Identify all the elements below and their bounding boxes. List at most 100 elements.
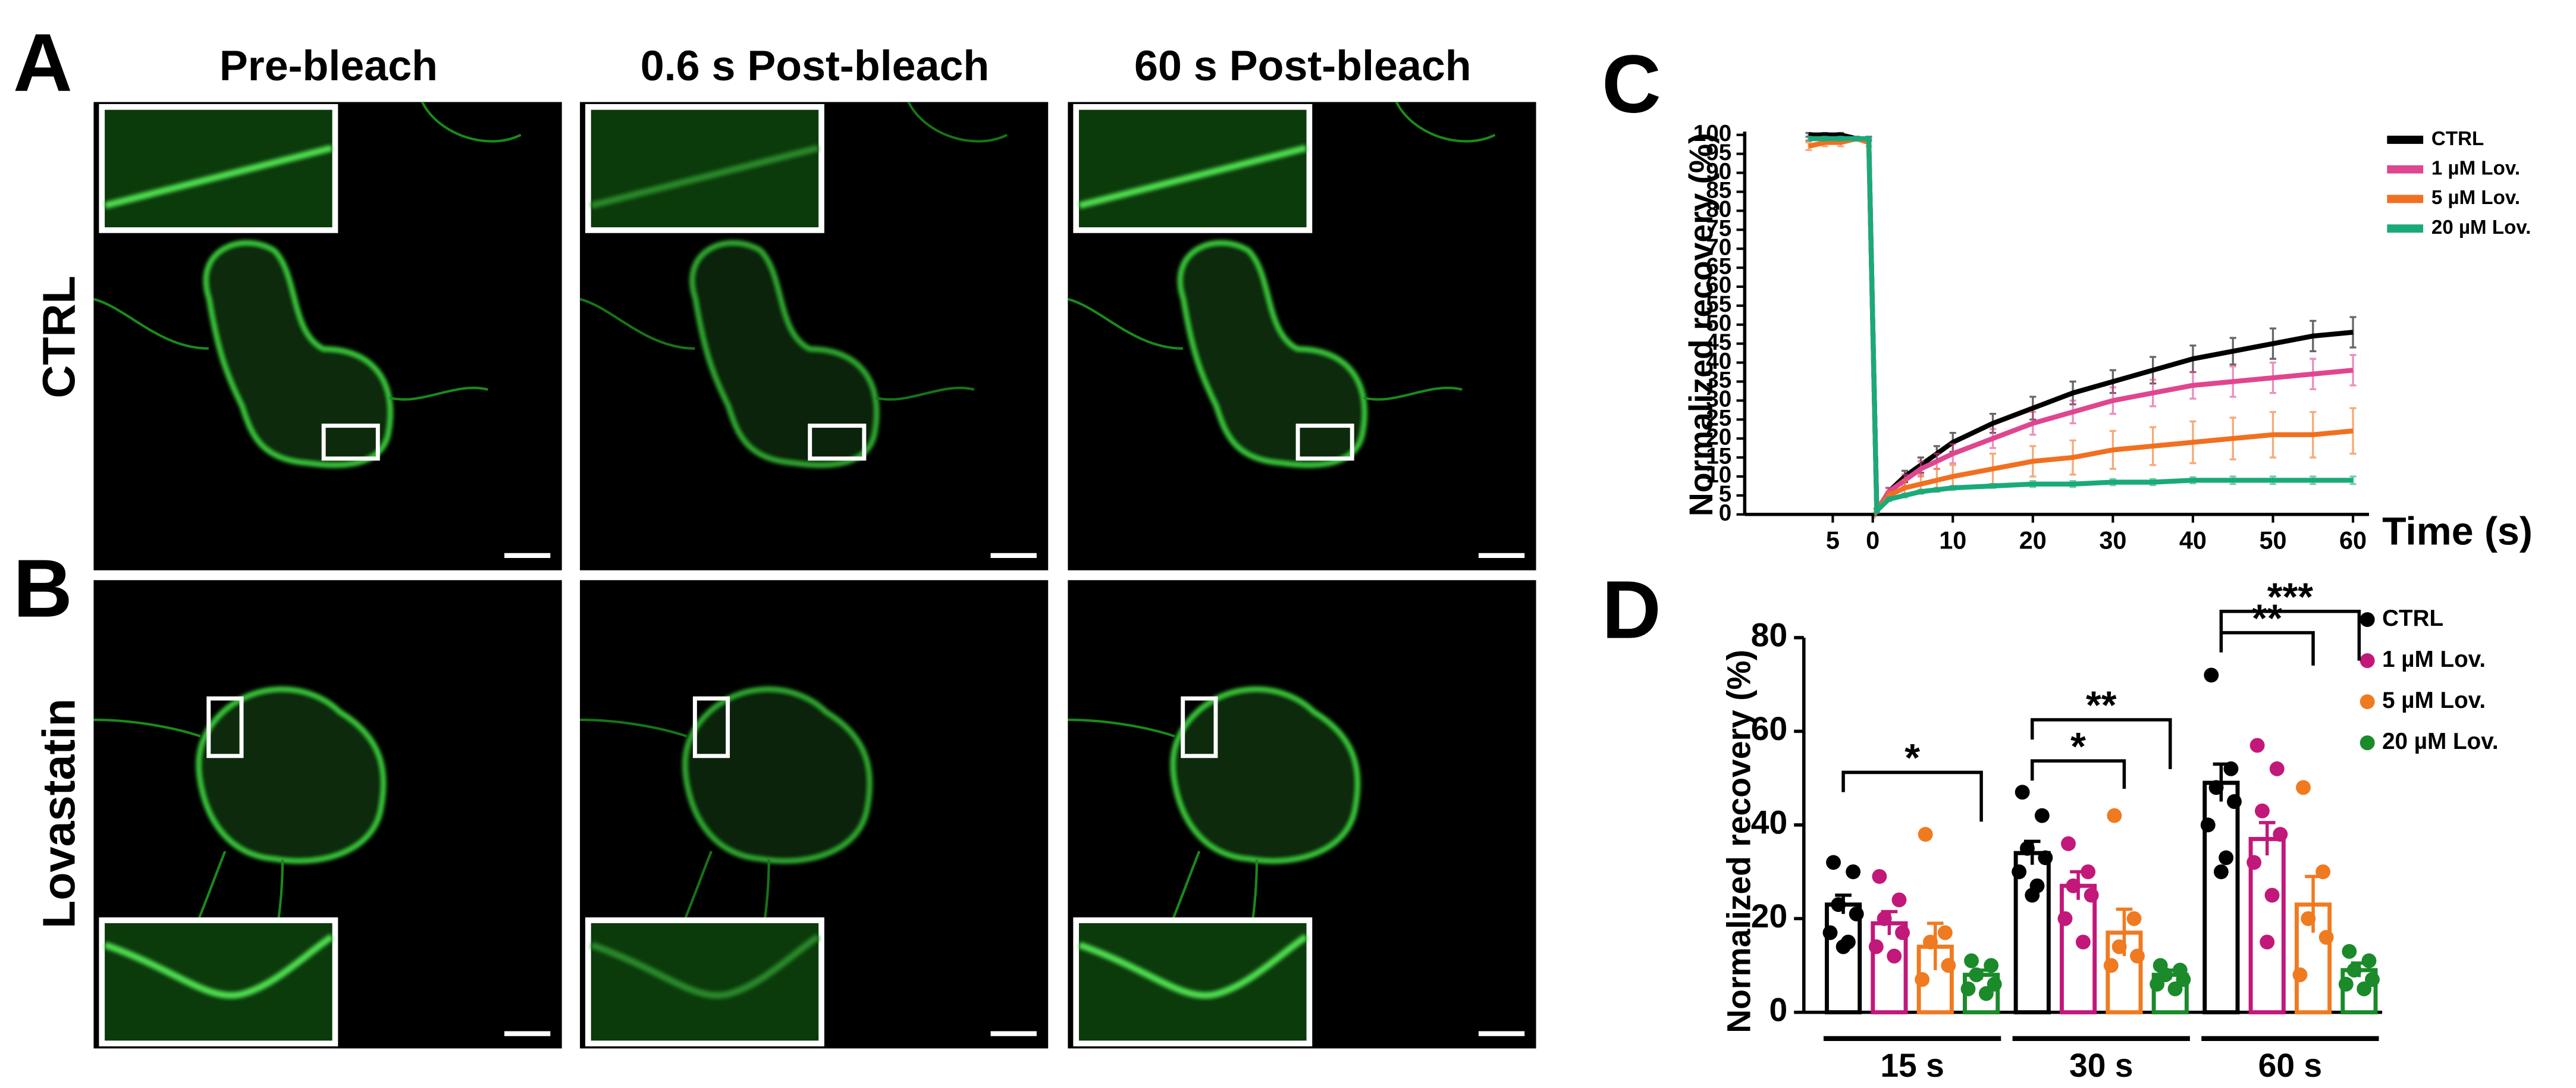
x-tick-label: 50 (2259, 526, 2286, 554)
y-tick-label: 85 (1706, 178, 1731, 203)
data-point (2057, 911, 2073, 926)
data-point (2015, 785, 2030, 800)
legend-label: 20 µM Lov. (2382, 729, 2499, 754)
data-point (1826, 855, 1841, 870)
data-point (2204, 667, 2219, 683)
y-tick-label: 55 (1706, 291, 1731, 317)
data-point (2081, 864, 2096, 879)
significance-label: ** (2086, 683, 2117, 728)
data-point (2357, 981, 2372, 996)
significance-bracket (2030, 718, 2172, 769)
y-tick-label: 60 (1751, 710, 1787, 747)
x-tick-label: 0 (1866, 526, 1880, 554)
x-tick-label: 5 (1826, 526, 1840, 554)
roi-box (808, 424, 867, 461)
inset (1073, 104, 1313, 233)
data-point (2167, 981, 2183, 996)
data-point (1835, 939, 1851, 954)
x-tick-label: 30 s (2069, 1047, 2133, 1084)
y-tick-label: 5 (1719, 481, 1732, 507)
significance-label: *** (2267, 575, 2314, 619)
legend-swatch (2359, 735, 2375, 751)
data-point (1960, 981, 1976, 996)
roi-box (206, 696, 244, 758)
error-bar (2258, 821, 2276, 855)
legend-label: CTRL (2431, 128, 2484, 150)
y-axis-title: Normalized recovery (%) (1683, 133, 1720, 516)
inset-membrane (590, 934, 820, 999)
significance-bracket (2219, 609, 2361, 661)
y-tick-label: 65 (1706, 253, 1731, 279)
error-bar (2349, 475, 2357, 485)
data-point (2200, 817, 2216, 833)
inset (1073, 917, 1313, 1047)
y-tick-label: 45 (1706, 330, 1731, 355)
legend-label: 5 µM Lov. (2382, 688, 2486, 713)
legend-label: CTRL (2382, 606, 2443, 631)
y-tick-label: 30 (1706, 387, 1731, 412)
plots: 0510152025303540455055606570758085909510… (1683, 121, 2533, 1084)
x-axis-title: Time (s) (2382, 509, 2533, 553)
y-tick-label: 95 (1706, 140, 1731, 165)
y-tick-label: 40 (1751, 804, 1787, 841)
data-point (2103, 958, 2119, 973)
row-label: CTRL (33, 275, 84, 398)
y-tick-label: 20 (1751, 898, 1787, 935)
significance-label: * (2070, 725, 2086, 769)
y-tick-label: 35 (1706, 368, 1731, 393)
bar (1825, 902, 1862, 1015)
data-point (1978, 986, 1994, 1001)
data-point (2126, 911, 2142, 926)
data-point (1969, 967, 1984, 983)
column-title: Pre-bleach (219, 42, 438, 90)
error-bar (2349, 407, 2357, 455)
data-point (2346, 962, 2362, 978)
legend-swatch (2359, 694, 2375, 710)
inset-membrane (104, 145, 333, 209)
y-tick-label: 10 (1706, 462, 1731, 488)
error-bar (2349, 316, 2357, 349)
data-point (1918, 827, 1933, 842)
data-point (2273, 827, 2288, 842)
panel-label: A (13, 17, 73, 109)
data-point (1895, 925, 1910, 940)
bar (2060, 883, 2097, 1015)
data-point (2260, 935, 2275, 950)
x-tick-label: 15 s (1880, 1047, 1944, 1084)
data-point (1846, 864, 1861, 879)
y-tick-label: 0 (1719, 500, 1732, 526)
row-label: Lovastatin (33, 698, 84, 929)
data-point (2292, 967, 2308, 983)
inset (585, 917, 824, 1047)
x-tick-label: 60 s (2258, 1047, 2323, 1084)
column-title: 0.6 s Post-bleach (641, 42, 990, 90)
legend-label: 20 µM Lov. (2431, 217, 2531, 239)
y-tick-label: 20 (1706, 424, 1731, 450)
data-point (2084, 888, 2099, 903)
y-tick-label: 0 (1769, 991, 1787, 1028)
data-point (1872, 868, 1887, 884)
data-point (2342, 943, 2357, 959)
data-point (2246, 855, 2262, 870)
inset (99, 104, 338, 233)
data-point (2107, 808, 2122, 823)
roi-box (1181, 696, 1218, 758)
data-point (2223, 761, 2239, 776)
significance-bracket (1841, 770, 1983, 822)
significance-bracket (2030, 759, 2126, 789)
series-line (1808, 136, 2354, 518)
x-tick-label: 30 (2099, 526, 2126, 554)
data-point (2150, 977, 2165, 992)
y-tick-label: 60 (1706, 272, 1731, 298)
x-tick-label: 10 (1939, 526, 1966, 554)
bar (2202, 780, 2240, 1015)
y-axis-title: Normalized recovery (%) (1720, 650, 1757, 1033)
data-point (2301, 911, 2316, 926)
data-point (2255, 803, 2270, 819)
data-point (1822, 925, 1838, 940)
y-tick-label: 40 (1706, 349, 1731, 374)
x-tick-label: 20 (2019, 526, 2047, 554)
data-point (2012, 864, 2027, 879)
x-tick-label: 60 (2339, 526, 2367, 554)
roi-box (1295, 424, 1354, 461)
